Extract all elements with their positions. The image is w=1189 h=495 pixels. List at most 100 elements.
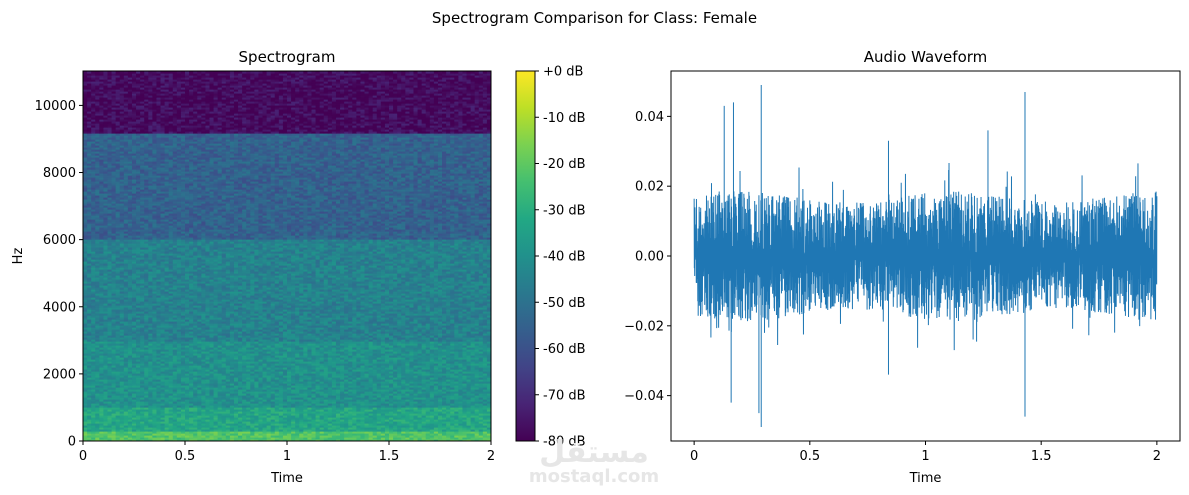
spectrogram-cell	[164, 429, 170, 432]
spectrogram-cell	[372, 373, 378, 376]
spectrogram-cell	[217, 387, 223, 390]
spectrogram-cell	[393, 357, 398, 360]
spectrogram-cell	[344, 385, 349, 388]
spectrogram-cell	[176, 429, 182, 432]
spectrogram-cell	[233, 371, 239, 374]
spectrogram-cell	[295, 433, 300, 436]
spectrogram-cell	[217, 381, 223, 384]
spectrogram-cell	[323, 357, 329, 360]
spectrogram-cell	[258, 415, 264, 418]
spectrogram-cell	[172, 437, 178, 440]
spectrogram-cell	[246, 393, 251, 396]
spectrogram-cell	[119, 351, 125, 354]
spectrogram-cell	[131, 397, 137, 400]
spectrogram-cell	[291, 417, 296, 420]
spectrogram-cell	[103, 419, 109, 422]
spectrogram-cell	[482, 387, 488, 390]
spectrogram-cell	[437, 373, 443, 376]
spectrogram-cell	[262, 379, 268, 382]
spectrogram-cell	[437, 415, 443, 418]
spectrogram-cell	[482, 349, 488, 352]
spectrogram-cell	[270, 419, 276, 422]
spectrogram-cell	[356, 417, 362, 420]
spectrogram-cell	[376, 429, 382, 432]
spectrogram-cell	[319, 389, 325, 392]
spectrogram-cell	[87, 375, 92, 378]
spectrogram-cell	[266, 347, 272, 350]
spectrogram-cell	[429, 399, 435, 402]
spectrogram-cell	[356, 403, 362, 406]
spectrogram-cell	[425, 439, 431, 441]
spectrogram-cell	[307, 401, 313, 404]
spectrogram-cell	[454, 419, 459, 422]
spectrogram-cell	[360, 381, 366, 384]
spectrogram-cell	[466, 379, 472, 382]
spectrogram-cell	[364, 383, 370, 386]
spectrogram-cell	[356, 363, 362, 366]
spectrogram-cell	[238, 429, 243, 432]
spectrogram-cell	[164, 387, 170, 390]
spectrogram-cell	[287, 391, 292, 394]
spectrogram-cell	[335, 411, 341, 414]
spectrogram-cell	[335, 433, 341, 436]
spectrogram-cell	[144, 393, 149, 396]
spectrogram-cell	[107, 435, 113, 438]
spectrogram-cell	[197, 427, 202, 430]
spectrogram-cell	[389, 413, 394, 416]
spectrogram-cell	[250, 363, 255, 366]
spectrogram-cell	[274, 435, 280, 438]
spectrogram-cell	[433, 399, 439, 402]
spectrogram-cell	[197, 357, 202, 360]
spectrogram-cell	[458, 379, 464, 382]
spectrogram-cell	[474, 391, 480, 394]
spectrogram-cell	[474, 373, 480, 376]
spectrogram-cell	[380, 415, 386, 418]
spectrogram-cell	[482, 429, 488, 432]
spectrogram-cell	[437, 401, 443, 404]
spectrogram-cell	[115, 369, 121, 372]
spectrogram-cell	[258, 385, 264, 388]
spectrogram-cell	[278, 347, 284, 350]
spectrogram-cell	[107, 353, 113, 356]
spectrogram-cell	[433, 383, 439, 386]
spectrogram-cell	[401, 351, 406, 354]
spectrogram-cell	[180, 357, 186, 360]
spectrogram-cell	[180, 373, 186, 376]
spectrogram-cell	[254, 427, 260, 430]
spectrogram-cell	[213, 433, 219, 436]
spectrogram-cell	[478, 375, 484, 378]
spectrogram-cell	[393, 405, 398, 408]
spectrogram-cell	[152, 381, 158, 384]
spectrogram-cell	[417, 369, 423, 372]
spectrogram-cell	[91, 433, 96, 436]
spectrogram-cell	[405, 353, 410, 356]
spectrogram-cell	[397, 351, 402, 354]
spectrogram-cell	[352, 347, 357, 350]
spectrogram-cell	[466, 427, 472, 430]
spectrogram-cell	[368, 391, 374, 394]
spectrogram-cell	[454, 403, 459, 406]
spectrogram-cell	[454, 429, 459, 432]
spectrogram-cell	[291, 413, 296, 416]
spectrogram-cell	[242, 401, 247, 404]
spectrogram-cell	[433, 391, 439, 394]
spectrogram-cell	[356, 419, 362, 422]
spectrogram-cell	[327, 353, 333, 356]
spectrogram-cell	[254, 393, 260, 396]
spectrogram-cell	[486, 409, 491, 412]
spectrogram-cell	[238, 379, 243, 382]
spectrogram-cell	[352, 361, 357, 364]
spectrogram-cell	[91, 345, 96, 348]
spectrogram-cell	[274, 363, 280, 366]
spectrogram-cell	[360, 409, 366, 412]
spectrogram-cell	[437, 403, 443, 406]
spectrogram-cell	[123, 349, 129, 352]
spectrogram-cell	[193, 377, 198, 380]
spectrogram-cell	[315, 355, 321, 358]
spectrogram-cell	[140, 371, 145, 374]
spectrogram-cell	[327, 433, 333, 436]
spectrogram-cell	[401, 435, 406, 438]
spectrogram-cell	[168, 405, 174, 408]
spectrogram-cell	[376, 391, 382, 394]
spectrogram-cell	[311, 365, 317, 368]
